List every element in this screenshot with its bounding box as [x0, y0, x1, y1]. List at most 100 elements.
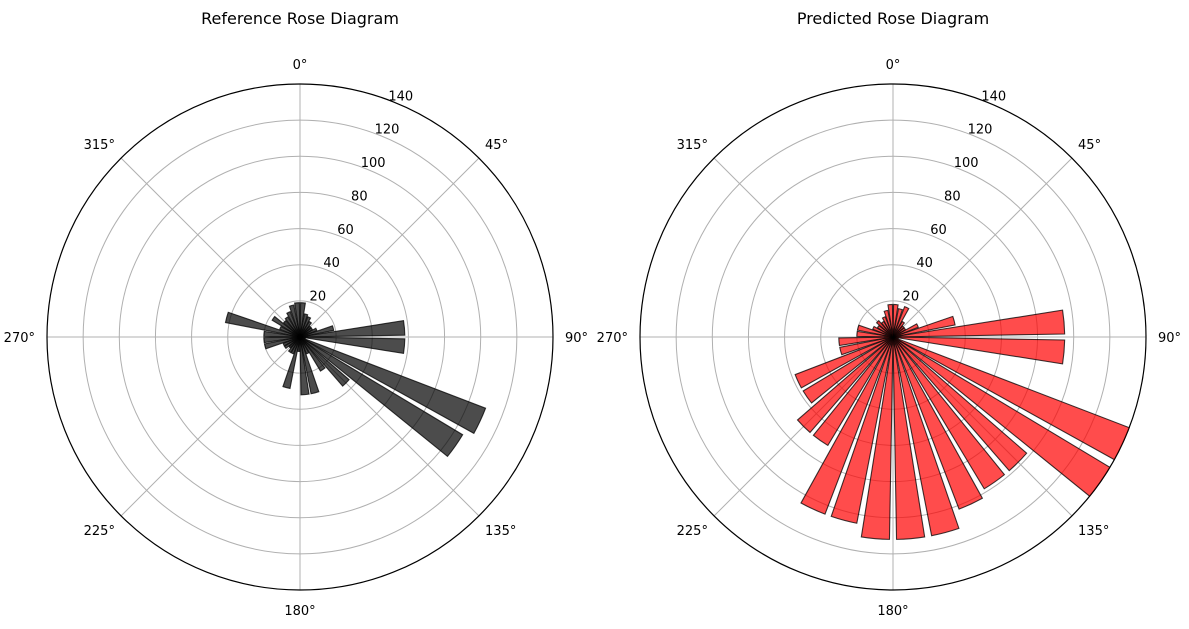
reference-radial-tick-140: 140: [388, 89, 413, 104]
predicted-grid-ring-20: [856, 300, 930, 374]
predicted-bar-265deg: [838, 336, 894, 347]
predicted-grid-ring-100: [711, 155, 1075, 519]
predicted-angle-tick-135: 135°: [1078, 524, 1109, 539]
predicted-bar-155deg: [892, 336, 984, 510]
reference-bar-355deg: [293, 302, 301, 338]
reference-angle-tick-90: 90°: [565, 331, 588, 346]
predicted-bar-125deg: [892, 336, 1111, 497]
reference-spoke-225: [120, 336, 301, 517]
reference-radial-tick-100: 100: [361, 156, 386, 171]
reference-angle-tick-0: 0°: [293, 58, 308, 73]
reference-grid-ring-40: [227, 264, 373, 410]
reference-radial-tick-60: 60: [337, 223, 354, 238]
predicted-angle-tick-0: 0°: [886, 58, 901, 73]
predicted-bar-135deg: [892, 336, 1028, 472]
reference-bar-145deg: [299, 336, 326, 372]
reference-bar-155deg: [299, 336, 310, 355]
reference-bar-345deg: [288, 304, 301, 338]
predicted-bar-195deg: [830, 336, 894, 524]
predicted-bar-345deg: [883, 309, 894, 338]
predicted-bar-315deg: [875, 319, 894, 338]
predicted-bar-165deg: [892, 336, 960, 537]
reference-bar-235deg: [283, 336, 301, 350]
predicted-radial-tick-80: 80: [944, 189, 961, 204]
reference-grid-ring-80: [154, 191, 446, 483]
predicted-radial-tick-100: 100: [954, 156, 979, 171]
predicted-radial-tick-140: 140: [981, 89, 1006, 104]
reference-bar-245deg: [282, 336, 301, 347]
reference-bar-325deg: [284, 316, 301, 338]
predicted-bar-145deg: [892, 336, 1006, 490]
predicted-spoke-315: [713, 157, 894, 338]
predicted-bar-215deg: [812, 336, 894, 447]
reference-angle-tick-315: 315°: [84, 138, 115, 153]
predicted-bar-185deg: [860, 336, 894, 540]
reference-radial-tick-20: 20: [310, 290, 327, 305]
predicted-bar-115deg: [892, 336, 1130, 461]
predicted-bar-175deg: [892, 336, 926, 540]
predicted-bar-255deg: [839, 336, 894, 356]
predicted-grid-ring-80: [747, 191, 1039, 483]
predicted-bar-355deg: [887, 303, 894, 338]
predicted-grid-ring-120: [675, 119, 1111, 555]
reference-angle-tick-180: 180°: [284, 604, 315, 619]
reference-spoke-45: [299, 157, 480, 338]
reference-bar-115deg: [299, 336, 487, 435]
reference-grid-ring-120: [82, 119, 518, 555]
predicted-bar-95deg: [892, 336, 1066, 365]
reference-grid-ring-60: [191, 228, 409, 446]
predicted-bar-225deg: [796, 336, 894, 434]
reference-bar-95deg: [299, 336, 406, 355]
reference-angle-tick-270: 270°: [4, 331, 35, 346]
predicted-spoke-45: [892, 157, 1073, 338]
predicted-outer-frame: [639, 83, 1147, 591]
predicted-radial-tick-20: 20: [903, 290, 920, 305]
predicted-radial-tick-40: 40: [916, 256, 933, 271]
reference-bar-255deg: [263, 336, 301, 350]
reference-bar-135deg: [299, 336, 350, 387]
reference-bar-195deg: [282, 336, 301, 390]
reference-angle-tick-45: 45°: [485, 138, 508, 153]
reference-rose-panel: Reference Rose Diagram 20 40 60 80 100 120 140…: [4, 9, 588, 619]
reference-bar-75deg: [299, 325, 335, 338]
reference-angle-tick-225: 225°: [84, 524, 115, 539]
predicted-radial-tick-120: 120: [968, 123, 993, 138]
reference-bar-65deg: [299, 327, 318, 338]
predicted-bar-205deg: [800, 336, 894, 515]
predicted-bar-335deg: [881, 316, 894, 338]
predicted-angle-tick-315: 315°: [677, 138, 708, 153]
predicted-rose-title: Predicted Rose Diagram: [797, 9, 989, 28]
reference-grid-ring-20: [263, 300, 337, 374]
reference-rose-title: Reference Rose Diagram: [201, 9, 399, 28]
predicted-bar-65deg: [892, 323, 920, 338]
reference-bar-305deg: [271, 315, 301, 338]
predicted-radial-tick-60: 60: [930, 223, 947, 238]
reference-bar-85deg: [299, 319, 406, 338]
predicted-rose-panel: Predicted Rose Diagram 20 40 60 80 100 120 140…: [597, 9, 1181, 619]
reference-radial-tick-80: 80: [351, 189, 368, 204]
predicted-bar-245deg: [794, 336, 894, 389]
reference-bar-335deg: [286, 310, 301, 338]
reference-radial-tick-120: 120: [375, 123, 400, 138]
reference-bar-175deg: [299, 336, 310, 396]
reference-outer-frame: [46, 83, 554, 591]
predicted-angle-tick-90: 90°: [1158, 331, 1181, 346]
predicted-bar-325deg: [880, 320, 894, 338]
reference-bar-265deg: [263, 336, 301, 344]
predicted-bar-235deg: [802, 336, 894, 404]
predicted-grid-ring-40: [820, 264, 966, 410]
predicted-angle-tick-45: 45°: [1078, 138, 1101, 153]
reference-angle-tick-135: 135°: [485, 524, 516, 539]
predicted-bar-85deg: [892, 309, 1066, 338]
reference-spoke-315: [120, 157, 301, 338]
predicted-angle-tick-180: 180°: [877, 604, 908, 619]
predicted-bar-75deg: [892, 315, 956, 338]
reference-bar-165deg: [299, 336, 320, 395]
reference-bar-285deg: [224, 311, 301, 338]
reference-grid-ring-100: [118, 155, 482, 519]
reference-bar-315deg: [282, 319, 301, 338]
predicted-angle-tick-225: 225°: [677, 524, 708, 539]
predicted-angle-tick-270: 270°: [597, 331, 628, 346]
reference-bar-125deg: [299, 336, 464, 458]
